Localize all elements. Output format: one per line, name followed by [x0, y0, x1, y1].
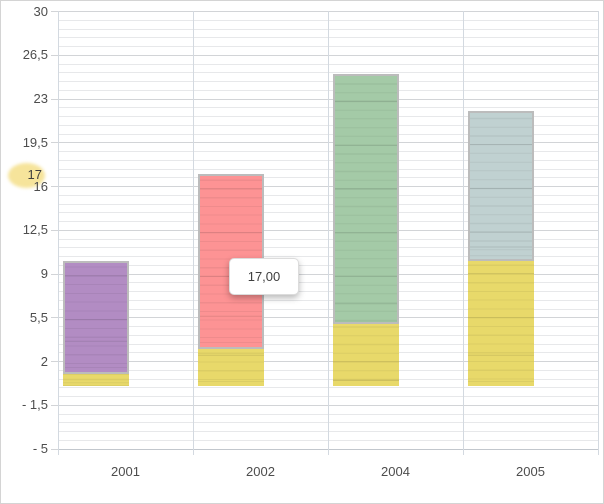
y-tick-label: - 5	[32, 441, 48, 456]
axis-highlight-label: 17	[27, 167, 42, 182]
y-tick-label: 9	[40, 266, 48, 281]
y-tick-label: 23	[33, 91, 48, 106]
y-axis-tick	[51, 404, 58, 406]
y-axis-tick	[51, 186, 58, 187]
x-tick-label: 2004	[381, 464, 410, 479]
x-tick-label: 2005	[516, 464, 545, 479]
y-tick-label: 16	[33, 178, 48, 194]
bar-segment-bottom-2005[interactable]	[467, 261, 534, 386]
bar-segment-top-2001[interactable]	[62, 261, 129, 374]
y-axis-tick	[51, 98, 58, 100]
y-axis-tick	[51, 448, 58, 450]
bar-segment-bottom-2001[interactable]	[62, 373, 129, 386]
y-axis-tick	[51, 273, 58, 275]
y-axis-tick	[51, 142, 58, 144]
y-axis-tick	[51, 54, 58, 56]
y-tick-label: 19,5	[22, 134, 48, 150]
y-axis-line	[58, 11, 59, 455]
bar-segment-top-2005[interactable]	[467, 111, 534, 261]
y-tick-label: 5,5	[29, 309, 48, 325]
value-tooltip: 17,00	[229, 258, 299, 295]
y-axis-tick	[51, 361, 58, 362]
y-axis-tick	[51, 11, 58, 12]
y-tick-label: 26,5	[22, 47, 48, 63]
category-line	[463, 11, 464, 455]
x-tick-label: 2002	[246, 464, 275, 479]
category-line	[328, 11, 329, 455]
tooltip-text: 17,00	[247, 269, 281, 284]
category-line	[193, 11, 194, 455]
category-line	[598, 11, 599, 455]
axis-highlight-ellipse	[8, 163, 45, 188]
bar-segment-top-2004[interactable]	[332, 73, 399, 324]
y-tick-label: 2	[40, 353, 48, 369]
x-tick-label: 2001	[111, 464, 140, 479]
y-tick-label: 30	[33, 3, 48, 19]
y-axis-tick	[51, 317, 58, 319]
y-tick-label: 12,5	[22, 222, 48, 238]
y-axis-tick	[51, 229, 58, 231]
y-tick-label: - 1,5	[21, 397, 48, 413]
bar-segment-bottom-2004[interactable]	[332, 323, 399, 386]
bar-segment-bottom-2002[interactable]	[197, 348, 264, 386]
